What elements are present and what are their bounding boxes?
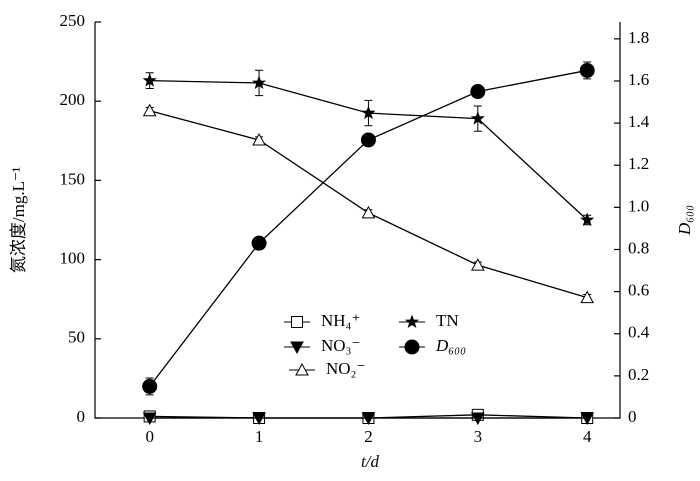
x-tick-label: 1 [255, 427, 264, 446]
x-tick-label: 4 [583, 427, 592, 446]
y2-tick-label: 0.6 [628, 281, 649, 300]
y2-tick-label: 0 [628, 407, 637, 426]
x-tick-label: 2 [364, 427, 373, 446]
y-axis-label: 氮浓度/mg.L⁻¹ [9, 167, 28, 273]
y2-tick-label: 1.6 [628, 70, 649, 89]
y2-tick-label: 0.8 [628, 238, 649, 257]
y-tick-label: 100 [60, 249, 86, 268]
marker [252, 412, 266, 426]
y2-tick-label: 1.4 [628, 112, 650, 131]
marker [361, 412, 376, 426]
marker [251, 235, 267, 251]
marker [361, 105, 376, 120]
marker [361, 205, 376, 219]
marker [295, 362, 309, 376]
marker [290, 341, 304, 355]
marker [470, 412, 485, 426]
y-tick-label: 200 [60, 90, 86, 109]
y-tick-label: 250 [60, 11, 86, 30]
x-axis-label: t/d [361, 452, 379, 471]
marker [404, 314, 420, 329]
y2-axis-label: D₆₀₀ [675, 205, 694, 236]
x-tick-label: 0 [145, 427, 154, 446]
y2-tick-label: 1.8 [628, 28, 649, 47]
legend-label: TN [436, 311, 459, 330]
y2-tick-label: 1.2 [628, 154, 649, 173]
marker [404, 339, 420, 355]
legend-label: NH₄⁺ [321, 311, 360, 330]
y-tick-label: 150 [60, 169, 86, 188]
marker [360, 132, 376, 148]
marker [142, 73, 157, 87]
marker [470, 258, 485, 271]
marker [252, 132, 266, 146]
y2-tick-label: 1.0 [628, 196, 649, 215]
y-tick-label: 0 [77, 407, 86, 426]
marker [251, 75, 267, 90]
marker [470, 84, 486, 100]
y2-tick-label: 0.2 [628, 365, 649, 384]
marker [291, 316, 303, 328]
marker [580, 290, 595, 304]
marker [580, 412, 595, 426]
y-tick-label: 50 [68, 328, 85, 347]
legend-label: D₆₀₀ [435, 336, 466, 355]
x-tick-label: 3 [474, 427, 483, 446]
marker [142, 103, 157, 117]
marker [142, 412, 157, 426]
y2-tick-label: 0.4 [628, 323, 650, 342]
legend-label: NO₃⁻ [321, 336, 360, 355]
marker [579, 62, 595, 78]
marker [470, 111, 485, 125]
legend-label: NO₂⁻ [326, 359, 365, 378]
marker [142, 378, 158, 394]
marker [580, 212, 595, 227]
